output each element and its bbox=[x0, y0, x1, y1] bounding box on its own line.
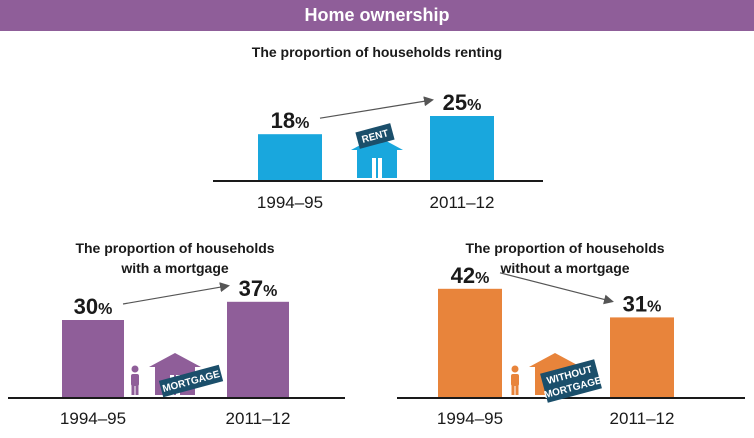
house-roof bbox=[529, 353, 581, 367]
renting-bar-1 bbox=[258, 134, 322, 181]
renting-chart-title: The proportion of households renting bbox=[251, 44, 503, 60]
person-body bbox=[131, 374, 139, 386]
house-roof bbox=[149, 353, 201, 367]
value-number: 31 bbox=[623, 291, 647, 316]
person-leg-left bbox=[511, 385, 515, 395]
no-mortgage-change-arrow bbox=[499, 272, 614, 305]
badge-background bbox=[540, 359, 602, 403]
mortgage-category-label-1: 1994–95 bbox=[60, 409, 126, 428]
value-number: 30 bbox=[74, 294, 98, 319]
house-door-divider bbox=[376, 158, 378, 178]
renting-bar-2 bbox=[430, 116, 494, 181]
renting-chart: 18% 1994–95 25% 2011–12 RENT bbox=[213, 90, 543, 212]
mortgage-chart-title-line-2: with a mortgage bbox=[121, 260, 229, 276]
value-number: 37 bbox=[239, 276, 263, 301]
mortgage-change-arrow bbox=[122, 282, 230, 305]
renting-change-arrow bbox=[319, 96, 434, 119]
person-head bbox=[511, 365, 519, 373]
badge-background bbox=[158, 364, 224, 398]
badge-background bbox=[355, 123, 395, 149]
page-title: Home ownership bbox=[304, 5, 450, 25]
no-mortgage-chart-title: The proportion of households without a m… bbox=[420, 238, 710, 278]
mortgage-bar-2 bbox=[227, 301, 289, 398]
value-unit: % bbox=[475, 270, 489, 287]
person-leg-left bbox=[131, 385, 135, 395]
value-number: 18 bbox=[271, 108, 295, 133]
renting-category-label-2: 2011–12 bbox=[430, 193, 495, 212]
person-body bbox=[511, 374, 519, 386]
page-banner: Home ownership bbox=[0, 0, 754, 31]
no-mortgage-value-label-1: 42% bbox=[451, 263, 490, 288]
mortgage-bar-1 bbox=[62, 320, 124, 398]
mortgage-chart-title: The proportion of households with a mort… bbox=[30, 238, 320, 278]
value-unit: % bbox=[98, 301, 112, 318]
no-mortgage-chart-title-line-1: The proportion of households bbox=[465, 240, 665, 256]
no-mortgage-bar-2 bbox=[610, 317, 674, 398]
mortgage-value-label-2: 37% bbox=[239, 276, 278, 301]
value-number: 25 bbox=[443, 90, 467, 115]
value-unit: % bbox=[295, 115, 309, 132]
no-mortgage-category-label-2: 2011–12 bbox=[610, 409, 675, 428]
renting-value-label-1: 18% bbox=[271, 108, 310, 133]
value-unit: % bbox=[263, 283, 277, 300]
renting-badge: RENT bbox=[355, 123, 395, 149]
mortgage-chart-title-line-1: The proportion of households bbox=[75, 240, 275, 256]
renting-value-label-2: 25% bbox=[443, 90, 482, 115]
no-mortgage-value-label-2: 31% bbox=[623, 291, 662, 316]
value-number: 42 bbox=[451, 263, 475, 288]
value-unit: % bbox=[467, 97, 481, 114]
person-leg-right bbox=[135, 385, 139, 395]
no-mortgage-chart-title-line-2: without a mortgage bbox=[500, 260, 630, 276]
value-unit: % bbox=[647, 298, 661, 315]
mortgage-category-label-2: 2011–12 bbox=[226, 409, 291, 428]
person-leg-right bbox=[515, 385, 519, 395]
mortgage-value-label-1: 30% bbox=[74, 294, 113, 319]
person-head bbox=[131, 365, 139, 373]
renting-category-label-1: 1994–95 bbox=[257, 193, 323, 212]
no-mortgage-bar-1 bbox=[438, 288, 502, 398]
no-mortgage-category-label-1: 1994–95 bbox=[437, 409, 503, 428]
